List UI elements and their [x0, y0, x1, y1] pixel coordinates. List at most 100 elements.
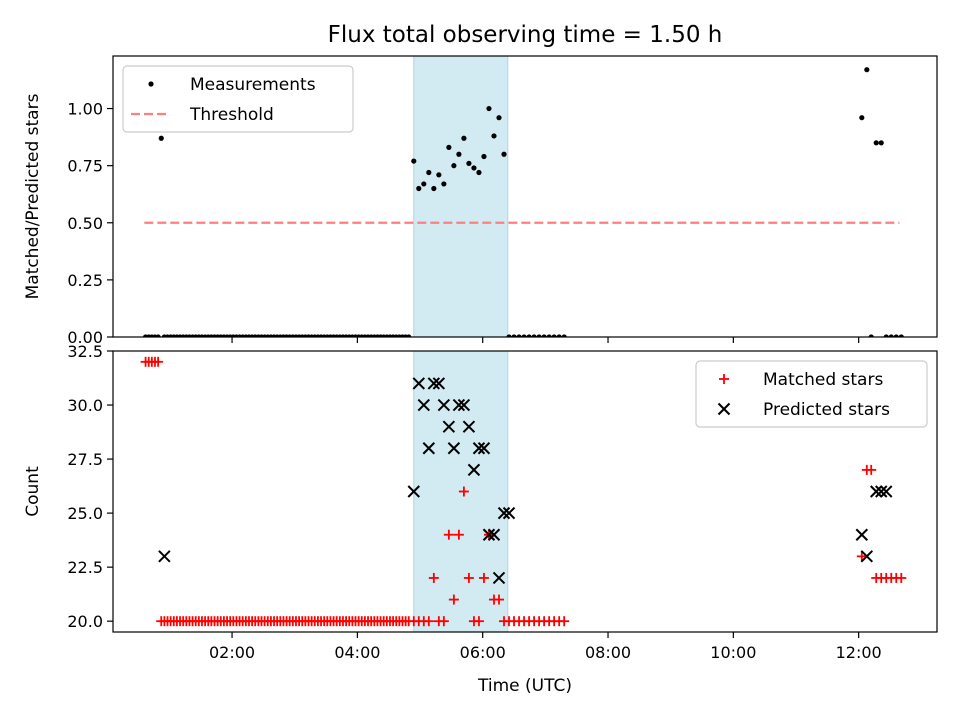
legend-box	[122, 65, 354, 133]
predicted-star-point	[422, 442, 436, 455]
matched-star-point	[866, 464, 877, 475]
axes-frame	[112, 350, 938, 633]
predicted-star-point	[482, 528, 496, 541]
series-measurements	[142, 67, 904, 337]
measurement-point	[898, 334, 904, 337]
measurement-point	[456, 151, 462, 157]
x-tick-label: 06:00	[460, 643, 506, 662]
series-predicted-stars	[158, 377, 893, 585]
measurement-point	[546, 334, 552, 337]
predicted-star-point	[502, 506, 516, 520]
predicted-star-point	[860, 550, 874, 563]
measurement-point	[411, 158, 417, 164]
measurement-point	[441, 181, 447, 187]
y-tick-label: 30.0	[67, 396, 103, 415]
axes-frame	[112, 55, 938, 338]
measurement-point	[481, 153, 487, 160]
y-tick-label: 0.75	[67, 157, 103, 176]
legend-marker	[719, 374, 729, 384]
measurement-point	[556, 334, 562, 337]
measurement-point	[531, 334, 537, 337]
matched-star-point	[423, 616, 434, 627]
measurement-point	[501, 151, 507, 157]
predicted-star-point	[432, 377, 446, 390]
predicted-star-point	[462, 420, 476, 433]
predicted-star-point	[407, 485, 420, 498]
measurement-point	[864, 67, 870, 73]
measurement-point	[421, 181, 427, 187]
legend: Matched stars Predicted stars	[695, 360, 928, 428]
measurement-point	[461, 135, 467, 141]
legend-marker	[148, 81, 154, 87]
measurement-point	[486, 105, 492, 112]
matched-star-point	[493, 594, 504, 605]
measurement-point	[541, 334, 547, 337]
measurement-point	[466, 160, 472, 166]
predicted-star-point	[472, 442, 486, 455]
legend-box	[695, 360, 928, 428]
measurement-point	[471, 165, 477, 171]
matched-star-point	[153, 356, 164, 367]
y-tick-label: 0.50	[67, 214, 103, 233]
predicted-star-point	[452, 398, 466, 412]
matched-star-point	[478, 572, 489, 583]
measurement-point	[521, 334, 527, 337]
measurement-point	[431, 185, 437, 192]
y-tick-label: 0.25	[67, 271, 103, 290]
legend-label: Predicted stars	[763, 400, 890, 420]
measurement-point	[416, 185, 422, 192]
x-tick-label: 04:00	[334, 643, 380, 662]
matched-star-point	[443, 529, 454, 540]
measurement-point	[893, 334, 899, 337]
measurement-point	[516, 334, 522, 337]
measurement-point	[406, 334, 412, 337]
predicted-star-point	[875, 485, 888, 498]
measurement-point	[888, 334, 894, 337]
measurement-point	[491, 133, 497, 139]
predicted-star-point	[437, 398, 451, 412]
measurement-point	[883, 334, 889, 337]
legend-marker	[717, 402, 731, 416]
measurement-point	[476, 169, 482, 176]
predicted-star-point	[467, 463, 481, 477]
series-matched-stars	[140, 356, 907, 627]
x-tick-label: 08:00	[585, 643, 631, 662]
measurement-point	[158, 135, 164, 141]
measurement-point	[451, 163, 457, 169]
measurement-point	[511, 334, 517, 337]
measurement-point	[526, 334, 532, 337]
measurement-point	[551, 334, 557, 337]
legend: Measurements Threshold	[122, 65, 354, 133]
predicted-star-point	[417, 398, 431, 412]
predicted-star-point	[497, 506, 511, 520]
x-tick-label: 10:00	[710, 643, 756, 662]
top-panel: 0.00 0.25 0.50 0.75 1.00 Matched/Predicted st…	[23, 55, 938, 347]
measurement-point	[873, 140, 879, 146]
predicted-star-point	[477, 442, 491, 455]
y-tick-label: 1.00	[67, 100, 103, 119]
measurement-point	[426, 169, 432, 176]
legend-label: Measurements	[190, 75, 316, 95]
plot-area	[140, 356, 907, 627]
matched-star-point	[453, 529, 464, 540]
predicted-star-point	[158, 550, 171, 563]
predicted-star-point	[870, 485, 883, 498]
measurement-point	[446, 144, 452, 150]
measurement-point	[859, 115, 865, 121]
y-tick-label: 27.5	[67, 450, 103, 469]
matched-star-point	[473, 616, 484, 627]
predicted-star-point	[492, 571, 506, 585]
measurement-point	[868, 334, 874, 337]
predicted-star-point	[487, 528, 501, 541]
predicted-star-point	[855, 528, 869, 541]
matched-star-point	[856, 551, 867, 562]
matched-star-point	[458, 486, 469, 497]
matched-star-point	[559, 616, 570, 627]
matched-star-point	[428, 572, 439, 583]
predicted-star-point	[457, 398, 471, 412]
y-axis-label: Count	[23, 466, 43, 517]
measurement-point	[155, 334, 161, 337]
matched-star-point	[463, 572, 474, 583]
y-tick-label: 25.0	[67, 504, 103, 523]
